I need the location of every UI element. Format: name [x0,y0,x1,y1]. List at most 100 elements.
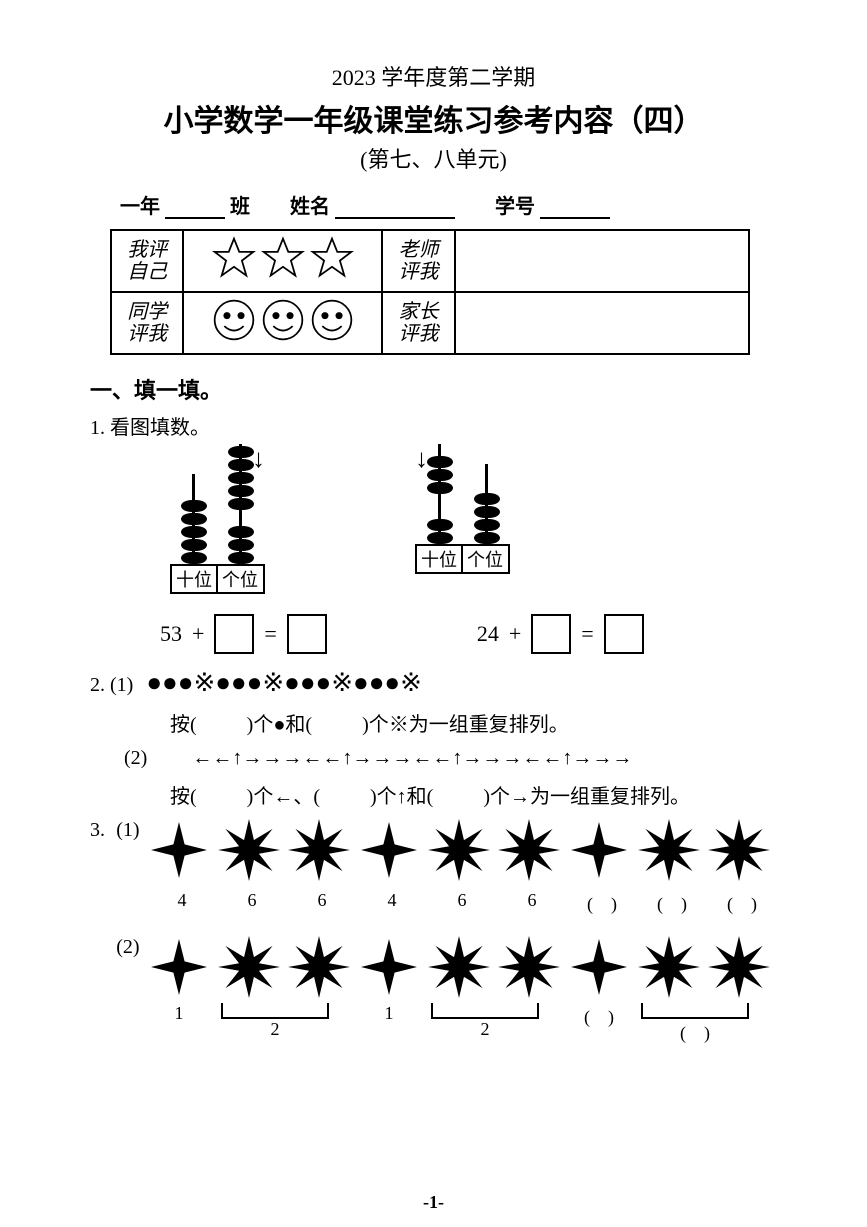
star4-icon [361,939,417,995]
star-label: 4 [147,890,217,916]
tens-label: 十位 [417,546,463,572]
semester-line: 2023 学年度第二学期 [90,60,777,92]
pair-label: 2 [421,1019,549,1040]
self-eval-label: 我评自己 [111,230,183,292]
q1-label: 1. 看图填数。 [90,411,777,440]
star-label: 6 [217,890,287,916]
equation-2: 24 + = [477,614,644,654]
q2-2: (2) ←←↑→→→←←↑→→→←←↑→→→←←↑→→→ [124,747,777,770]
eq-left: 24 [477,621,499,647]
star4-icon [151,939,207,995]
eq-op: + [192,621,204,647]
student-info: 一年 班 姓名 学号 [120,190,777,219]
q2: 2. (1) ●●●※●●●※●●●※●●●※ [90,668,777,698]
peer-eval-icons [183,292,382,354]
star6-icon [288,819,350,881]
star-icon [261,236,305,280]
title-line: 小学数学一年级课堂练习参考内容（四） [90,96,777,140]
peer-eval-label: 同学评我 [111,292,183,354]
star4-icon [571,822,627,878]
pair-label[interactable]: ( ) [631,1019,759,1045]
abacus-row: ↓ 十位 个位 ↓ [170,444,777,594]
smile-icon [310,298,354,342]
single-label: 1 [357,1003,421,1045]
star6-icon [428,936,490,998]
eq-left: 53 [160,621,182,647]
ones-label: 个位 [218,566,262,592]
place-labels: 十位 个位 [170,564,265,594]
group: 12 [357,1003,567,1045]
table-row: 同学评我 家长评我 [111,292,749,354]
place-labels: 十位 个位 [415,544,510,574]
text-part: )个←、( [247,786,320,808]
teacher-eval-box[interactable] [455,230,749,292]
star-label: 6 [497,890,567,916]
q2-1-sub: (1) [110,674,133,696]
text-part: 按( [170,714,197,736]
star6-icon [638,819,700,881]
grade-text: 一年 [120,196,160,218]
self-eval-icons [183,230,382,292]
tens-rod [416,444,463,544]
text-part: )个→为一组重复排列。 [483,786,690,808]
page-number: -1- [0,1192,867,1213]
star-row [147,819,777,886]
id-blank[interactable] [540,197,610,219]
star4-icon [361,822,417,878]
q3-2: (2) 1212( )( ) [90,936,777,1045]
smile-icon [261,298,305,342]
text-part: )个●和( [247,714,312,736]
name-blank[interactable] [335,197,455,219]
name-field: 姓名 [290,190,455,219]
group: 12 [147,1003,357,1045]
q2-2-text: 按( )个←、( )个↑和( )个→为一组重复排列。 [170,780,777,809]
tens-label: 十位 [172,566,218,592]
star6-icon [428,819,490,881]
evaluation-table: 我评自己 老师评我 同学评我 家长评我 [110,229,750,355]
header: 2023 学年度第二学期 小学数学一年级课堂练习参考内容（四） (第七、八单元) [90,60,777,174]
section-heading: 一、填一填。 [90,373,777,405]
star6-icon [498,819,560,881]
ones-label: 个位 [463,546,507,572]
id-label: 学号 [495,196,535,218]
class-label: 班 [230,196,250,218]
grade-label: 一年 班 [120,190,250,219]
text-part: )个※为一组重复排列。 [362,714,569,736]
group: ( )( ) [567,1003,777,1045]
ones-rod [463,464,510,544]
star-label[interactable]: ( ) [567,890,637,916]
star-label[interactable]: ( ) [707,890,777,916]
parent-eval-box[interactable] [455,292,749,354]
star-label: 6 [427,890,497,916]
star6-icon [218,936,280,998]
dot-pattern: ●●●※●●●※●●●※●●●※ [146,668,422,697]
star-label[interactable]: ( ) [637,890,707,916]
q3-label: 3. [90,819,116,842]
equations: 53 + = 24 + = [160,614,777,654]
id-field: 学号 [495,190,610,219]
abacus-1: ↓ 十位 个位 [170,444,265,594]
label-row: 466466( )( )( ) [147,890,777,916]
answer-box[interactable] [604,614,644,654]
q2-1-text: 按( )个●和( )个※为一组重复排列。 [170,708,777,737]
tens-rod [170,474,217,564]
single-label: 1 [147,1003,211,1045]
star6-icon [218,819,280,881]
pair-label: 2 [211,1019,339,1040]
answer-box[interactable] [531,614,571,654]
smile-icon [212,298,256,342]
class-blank[interactable] [165,197,225,219]
q2-label: 2. [90,674,105,696]
star4-icon [571,939,627,995]
q2-2-sub: (2) [124,747,147,769]
answer-box[interactable] [287,614,327,654]
arrow-pattern: ←←↑→→→←←↑→→→←←↑→→→←←↑→→→ [192,747,632,769]
subtitle-line: (第七、八单元) [90,142,777,174]
answer-box[interactable] [214,614,254,654]
teacher-eval-label: 老师评我 [382,230,454,292]
page: 2023 学年度第二学期 小学数学一年级课堂练习参考内容（四） (第七、八单元)… [0,0,867,1227]
star-label: 6 [287,890,357,916]
single-label[interactable]: ( ) [567,1003,631,1045]
star6-icon [708,936,770,998]
equation-1: 53 + = [160,614,327,654]
